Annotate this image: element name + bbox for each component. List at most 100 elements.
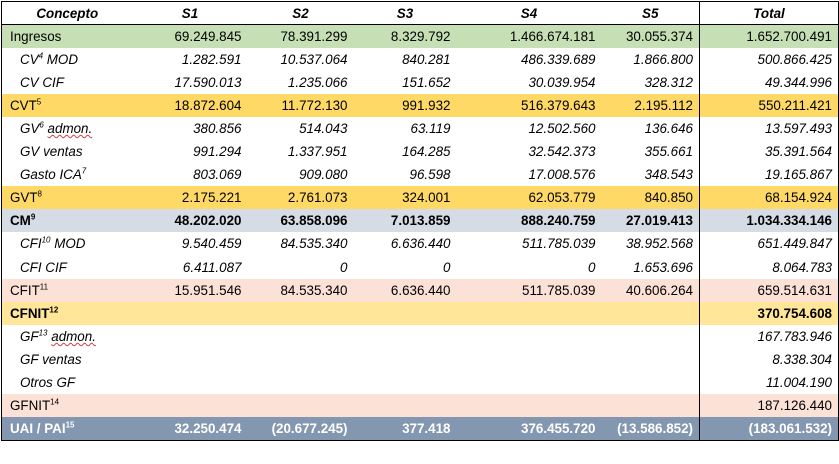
cell-s1: 380.856: [193, 121, 242, 137]
cell-s4: 511.785.039: [522, 236, 596, 252]
cell-s2: 0: [340, 259, 348, 275]
cell-s3: 840.281: [402, 51, 451, 67]
cell-s4: 0: [588, 259, 596, 275]
row-label: GV ventas: [20, 144, 83, 160]
cell-total: 167.783.946: [699, 324, 839, 348]
row-label: CV4 MOD: [20, 51, 79, 67]
cell-total: 550.211.421: [699, 93, 839, 117]
row-label: GFNIT14: [1, 394, 133, 418]
table-row: GFNIT14 187.126.440: [1, 394, 839, 418]
cell-s5: 40.606.264: [601, 278, 700, 302]
cell-total: 1.652.700.491: [699, 24, 839, 48]
cell-total: 49.344.996: [699, 70, 839, 94]
row-label: CFNIT12: [1, 301, 133, 325]
header-s3: S3: [353, 1, 457, 26]
table-row: CFIT11 15.951.546 84.535.340 6.636.440 5…: [1, 278, 839, 302]
row-label: Ingresos: [1, 24, 133, 48]
cell-s3: 164.285: [402, 144, 451, 160]
cell-s2: (20.677.245): [247, 417, 354, 441]
header-total: Total: [699, 1, 839, 26]
row-label: CFI10 MOD: [20, 236, 86, 252]
row-label: CM9: [1, 209, 133, 233]
cell-s3: 6.636.440: [390, 236, 451, 252]
cell-s5: 1.653.696: [633, 259, 693, 275]
header-s5: S5: [601, 1, 700, 26]
cell-s1: 6.411.087: [182, 259, 242, 275]
cell-s4: 888.240.759: [456, 209, 602, 233]
cell-s4: 1.466.674.181: [456, 24, 602, 48]
cell-s1: [133, 371, 248, 394]
row-label: CFI CIF: [20, 259, 67, 275]
cell-s5: 355.661: [644, 144, 693, 160]
row-label: GVT8: [1, 186, 133, 210]
table-row: GV6 admon. 380.856 514.043 63.119 12.502…: [2, 116, 839, 141]
header-s2: S2: [247, 1, 354, 26]
cell-s5: [602, 371, 700, 394]
cell-s2: 2.761.073: [247, 186, 354, 210]
cell-s1: 15.951.546: [132, 278, 248, 302]
cell-s1: 32.250.474: [132, 417, 248, 441]
cell-s5: 328.312: [644, 74, 693, 90]
table-header-row: Concepto S1 S2 S3 S4 S5 Total: [1, 1, 839, 26]
table-row: GVT8 2.175.221 2.761.073 324.001 62.053.…: [1, 186, 839, 210]
cell-s4: [457, 348, 602, 371]
cell-s4: 516.379.643: [456, 93, 602, 117]
cell-s1: 1.282.591: [181, 51, 242, 67]
cell-s1: 9.540.459: [181, 236, 242, 252]
cell-s3: [354, 325, 457, 348]
table-row: GV ventas 991.294 1.337.951 164.285 32.5…: [2, 140, 839, 164]
cell-s1: 48.202.020: [132, 209, 248, 233]
cell-s4: 17.008.576: [528, 167, 596, 183]
cell-s4: 12.502.560: [528, 121, 596, 137]
cell-s2: [247, 394, 354, 418]
cell-s1: 803.069: [193, 167, 242, 183]
cell-s3: 8.329.792: [353, 24, 457, 48]
cell-s1: 991.294: [193, 144, 242, 160]
cell-total: 8.338.304: [699, 347, 839, 371]
cell-s2: 84.535.340: [280, 236, 348, 252]
cell-s5: 136.646: [644, 121, 693, 137]
cell-s3: 6.636.440: [353, 278, 457, 302]
cell-s3: [353, 301, 457, 325]
cell-s3: 151.652: [402, 74, 451, 90]
cell-total: 1.034.334.146: [699, 209, 839, 233]
cell-s5: 1.866.800: [633, 51, 693, 67]
cell-total: 500.866.425: [699, 47, 839, 71]
cell-s4: 62.053.779: [456, 186, 602, 210]
cell-s4: [456, 301, 602, 325]
table-row: CFI CIF 6.411.087 0 0 0 1.653.696 8.064.…: [2, 255, 839, 279]
cell-s4: 486.339.689: [521, 51, 596, 67]
cell-s3: 377.418: [353, 417, 457, 441]
cell-total: (183.061.532): [699, 417, 839, 441]
cell-s3: 96.598: [409, 167, 451, 183]
cell-s5: 38.952.568: [625, 236, 693, 252]
table-row: CV4 MOD 1.282.591 10.537.064 840.281 486…: [2, 47, 839, 71]
cell-s4: 376.455.720: [456, 417, 602, 441]
cell-s1: 69.249.845: [132, 24, 248, 48]
cell-s3: 0: [443, 259, 451, 275]
cell-total: 187.126.440: [699, 394, 839, 418]
cell-s3: [354, 371, 457, 394]
cell-s4: 511.785.039: [456, 278, 602, 302]
cell-s5: [602, 325, 700, 348]
cell-s5: [601, 394, 700, 418]
cell-total: 651.449.847: [699, 232, 839, 256]
cell-s4: [457, 371, 602, 394]
cost-table: Concepto S1 S2 S3 S4 S5 Total Ingresos 6…: [1, 1, 839, 441]
cell-s2: 84.535.340: [247, 278, 354, 302]
cell-s5: [601, 301, 700, 325]
table-row: Otros GF 11.004.190: [2, 371, 839, 395]
cell-s2: 514.043: [299, 121, 348, 137]
table-row: Gasto ICA7 803.069 909.080 96.598 17.008…: [2, 163, 839, 187]
cell-s2: 10.537.064: [280, 51, 348, 67]
cell-s2: 1.235.066: [287, 74, 348, 90]
cell-s2: [248, 371, 354, 394]
cell-total: 659.514.631: [699, 278, 839, 302]
row-label: UAI / PAI15: [1, 417, 133, 441]
cell-total: 68.154.924: [699, 186, 839, 210]
table-row: CV CIF 17.590.013 1.235.066 151.652 30.0…: [2, 70, 839, 94]
row-label: CV CIF: [20, 74, 64, 90]
cell-total: 370.754.608: [699, 301, 839, 325]
cell-s2: [248, 348, 354, 371]
table-row: Ingresos 69.249.845 78.391.299 8.329.792…: [1, 24, 839, 48]
